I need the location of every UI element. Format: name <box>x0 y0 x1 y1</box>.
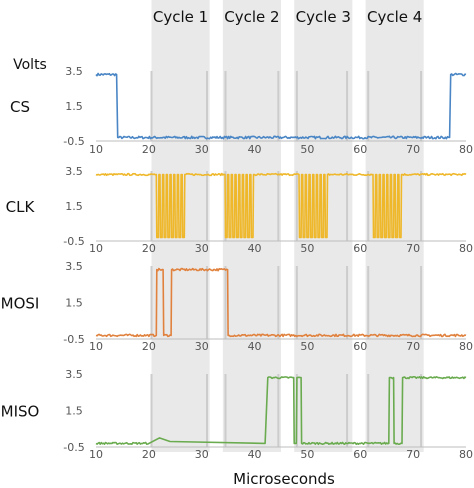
panel-miso: -0.5 1.5 3.5 10 20 30 40 50 60 70 80 MISO <box>1 368 473 461</box>
panel-clk: -0.5 1.5 3.5 10 20 30 40 50 60 70 80 CLK <box>6 165 473 255</box>
x-tick-label: 80 <box>459 448 473 461</box>
y-tick-label: -0.5 <box>63 135 84 148</box>
series-cs-line <box>95 72 467 140</box>
x-tick-label: 60 <box>353 448 367 461</box>
y-tick-label: 1.5 <box>65 297 83 310</box>
x-tick-label: 50 <box>300 242 314 255</box>
x-tick-label: 50 <box>300 143 314 156</box>
x-tick-label: 30 <box>195 340 209 353</box>
x-tick-label: 70 <box>406 340 420 353</box>
x-tick-label: 30 <box>195 242 209 255</box>
y-tick-label: 3.5 <box>65 165 83 178</box>
x-tick-label: 50 <box>300 340 314 353</box>
signal-label-clk: CLK <box>6 198 36 216</box>
series-mosi-line <box>95 267 467 338</box>
x-tick-label: 80 <box>459 143 473 156</box>
y-tick-label: 1.5 <box>65 200 83 213</box>
x-tick-label: 30 <box>195 448 209 461</box>
cycle-label-4: Cycle 4 <box>367 8 422 26</box>
x-tick-label: 10 <box>89 242 103 255</box>
y-tick-label: 3.5 <box>65 260 83 273</box>
y-tick-label: -0.5 <box>63 441 84 454</box>
x-tick-label: 70 <box>406 143 420 156</box>
x-tick-label: 60 <box>353 340 367 353</box>
cycle-labels: Cycle 1 Cycle 2 Cycle 3 Cycle 4 <box>153 8 422 26</box>
x-tick-label: 40 <box>248 143 262 156</box>
y-tick-label: -0.5 <box>63 235 84 248</box>
x-tick-label: 20 <box>142 242 156 255</box>
y-axis-label: Volts <box>13 57 47 73</box>
x-tick-label: 40 <box>248 340 262 353</box>
x-tick-label: 70 <box>406 242 420 255</box>
signal-label-miso: MISO <box>1 403 40 421</box>
y-tick-label: -0.5 <box>63 333 84 346</box>
x-tick-label: 80 <box>459 242 473 255</box>
x-tick-label: 20 <box>142 340 156 353</box>
x-tick-label: 10 <box>89 340 103 353</box>
signal-label-mosi: MOSI <box>1 295 40 313</box>
signal-label-cs: CS <box>10 98 30 116</box>
x-tick-label: 80 <box>459 340 473 353</box>
y-tick-label: 3.5 <box>65 65 83 78</box>
series-miso-line <box>95 376 467 446</box>
x-axis-label: Microseconds <box>233 470 335 488</box>
y-tick-label: 1.5 <box>65 405 83 418</box>
series-clk-line <box>95 172 467 239</box>
x-tick-label: 20 <box>142 448 156 461</box>
x-tick-label: 40 <box>248 448 262 461</box>
cycle-label-1: Cycle 1 <box>153 8 208 26</box>
panel-cs: -0.5 1.5 3.5 10 20 30 40 50 60 70 80 CS <box>10 65 473 156</box>
y-tick-label: 3.5 <box>65 368 83 381</box>
x-tick-label: 60 <box>353 242 367 255</box>
x-tick-label: 10 <box>89 448 103 461</box>
cycle-label-3: Cycle 3 <box>296 8 351 26</box>
x-tick-label: 30 <box>195 143 209 156</box>
y-tick-label: 1.5 <box>65 100 83 113</box>
cycle-band-4 <box>365 0 424 452</box>
cycle-label-2: Cycle 2 <box>224 8 279 26</box>
x-tick-label: 10 <box>89 143 103 156</box>
x-tick-label: 60 <box>353 143 367 156</box>
x-tick-label: 40 <box>248 242 262 255</box>
x-tick-label: 20 <box>142 143 156 156</box>
x-tick-label: 50 <box>300 448 314 461</box>
signal-panels: -0.5 1.5 3.5 10 20 30 40 50 60 70 80 CS -0.5 1.5 3.5 10… <box>1 65 473 461</box>
x-tick-label: 70 <box>406 448 420 461</box>
panel-mosi: -0.5 1.5 3.5 10 20 30 40 50 60 70 80 MOSI <box>1 260 473 353</box>
